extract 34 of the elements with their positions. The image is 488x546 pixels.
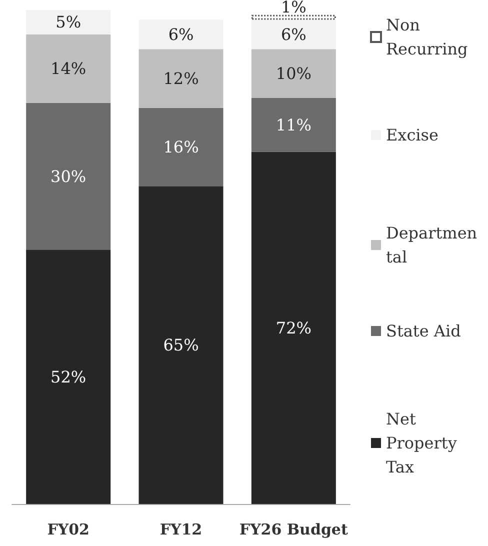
- bar: [251, 152, 336, 504]
- data-label: 1%: [280, 0, 306, 16]
- data-label: 6%: [280, 24, 306, 44]
- legend-label: Departmental: [386, 224, 478, 266]
- bar: [251, 14, 336, 20]
- data-label: 14%: [50, 59, 86, 78]
- bar: [138, 20, 224, 50]
- bar: [26, 102, 111, 250]
- bar: [138, 186, 224, 504]
- bar: [251, 20, 336, 50]
- legend-label: Non Recurring: [386, 16, 468, 58]
- x-tick-label: FY26 Budget: [239, 520, 348, 538]
- data-label: 30%: [50, 166, 86, 186]
- bar: [138, 49, 224, 108]
- legend-label: Excise: [386, 126, 438, 144]
- bar: [251, 49, 336, 98]
- data-label: 52%: [50, 367, 86, 386]
- legend-label: Net Property Tax: [386, 410, 462, 476]
- data-label: 6%: [168, 24, 194, 44]
- bar: [251, 98, 336, 152]
- bar: [26, 34, 111, 103]
- data-label: 5%: [56, 12, 82, 32]
- data-label: 16%: [163, 137, 199, 156]
- data-label: 65%: [163, 336, 199, 355]
- x-tick-label: FY12: [160, 520, 202, 538]
- bar: [26, 10, 111, 34]
- bar: [138, 108, 224, 186]
- x-tick-label: FY02: [47, 520, 90, 538]
- data-label: 11%: [276, 115, 312, 134]
- data-label: 72%: [276, 318, 312, 338]
- legend-label: State Aid: [386, 322, 461, 340]
- data-label: 10%: [276, 64, 312, 84]
- bar: [26, 250, 111, 504]
- data-label: 12%: [163, 68, 199, 88]
